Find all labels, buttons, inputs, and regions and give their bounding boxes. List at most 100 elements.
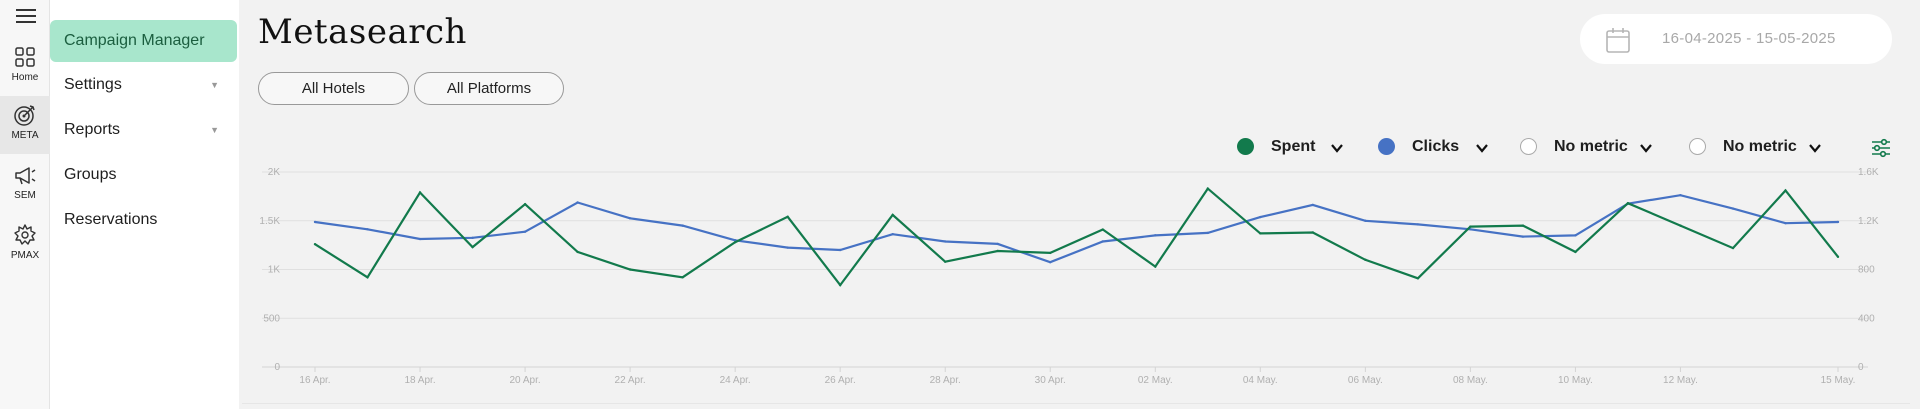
data-point-clicks [628, 217, 632, 220]
x-tick-label: 20 Apr. [509, 375, 540, 386]
y-right-tick-label: 400 [1858, 313, 1875, 324]
data-point-clicks [1311, 203, 1315, 207]
x-tick-label: 12 May. [1663, 375, 1698, 386]
data-point-clicks [576, 201, 579, 204]
x-tick-label: 24 Apr. [720, 375, 751, 386]
data-point-clicks [1836, 220, 1840, 224]
date-range-picker[interactable]: 16-04-2025 - 15-05-2025 [1580, 14, 1892, 64]
data-point-spent [1101, 228, 1104, 231]
data-point-spent [418, 191, 422, 194]
data-point-clicks [366, 228, 369, 231]
data-point-clicks [1574, 234, 1577, 237]
data-point-spent [1416, 277, 1420, 280]
rail-label-sem: SEM [14, 190, 36, 201]
chevron-down-icon [1640, 144, 1652, 153]
target-icon [14, 105, 35, 126]
sidebar-item-settings[interactable]: Settings ▼ [50, 64, 237, 106]
rail-item-home[interactable]: Home [0, 38, 50, 96]
caret-down-icon: ▼ [210, 125, 219, 135]
y-left-tick-label: 500 [263, 313, 280, 324]
data-point-clicks [1521, 235, 1525, 238]
data-point-spent [523, 202, 527, 206]
data-point-spent [1679, 224, 1682, 227]
data-point-clicks [1206, 231, 1209, 235]
series-line-clicks [314, 194, 1839, 264]
chevron-down-icon [1809, 144, 1821, 153]
metric-selector-clicks[interactable]: Clicks [1378, 136, 1518, 158]
data-point-spent [1626, 202, 1630, 205]
pmax-icon [14, 224, 36, 245]
y-right-tick-label: 1.2K [1858, 216, 1879, 227]
grid-icon [15, 47, 35, 67]
data-point-spent [1731, 246, 1735, 250]
data-point-clicks [313, 220, 317, 224]
data-point-spent [1154, 265, 1157, 268]
metric-selector-spent[interactable]: Spent [1237, 136, 1377, 158]
metric-selector-empty-2[interactable]: No metric [1689, 136, 1839, 158]
sidebar-item-reservations[interactable]: Reservations [50, 199, 237, 241]
data-point-spent [471, 245, 474, 249]
data-point-spent [733, 241, 737, 244]
y-right-tick-label: 1.6K [1858, 167, 1879, 178]
x-tick-label: 08 May. [1453, 375, 1488, 386]
data-point-spent [891, 213, 894, 217]
data-point-clicks [1784, 221, 1787, 225]
metric-label: Spent [1271, 138, 1316, 155]
sidebar-item-groups[interactable]: Groups [50, 154, 237, 196]
x-tick-label: 16 Apr. [299, 375, 330, 386]
data-point-clicks [996, 242, 999, 246]
data-point-spent [1574, 250, 1577, 254]
rail-label-pmax: PMAX [10, 250, 40, 261]
hamburger-menu-icon[interactable] [16, 6, 36, 26]
date-range-text: 16-04-2025 - 15-05-2025 [1662, 30, 1836, 47]
data-point-clicks [786, 246, 789, 249]
chart-area [242, 118, 1910, 404]
x-tick-label: 22 Apr. [615, 375, 646, 386]
empty-radio-icon [1689, 138, 1706, 155]
data-point-clicks [1154, 234, 1157, 237]
caret-down-icon: ▼ [210, 80, 219, 90]
data-point-clicks [1364, 219, 1367, 222]
calendar-icon [1606, 28, 1630, 53]
sidebar-item-reports[interactable]: Reports ▼ [50, 109, 237, 151]
data-point-clicks [418, 237, 422, 241]
data-point-clicks [1259, 215, 1262, 219]
data-point-clicks [1731, 207, 1735, 210]
data-point-clicks [1679, 193, 1682, 197]
data-point-spent [1206, 187, 1209, 190]
main-content: Metasearch All Hotels All Platforms 16-0… [240, 0, 1920, 409]
rail-item-meta[interactable]: META [0, 96, 50, 154]
rail-item-sem[interactable]: SEM [0, 156, 50, 214]
y-left-tick-label: 1K [268, 265, 281, 276]
rail-label-meta: META [11, 130, 39, 141]
sliders-settings-icon[interactable] [1870, 138, 1892, 158]
clicks-color-dot [1378, 138, 1395, 155]
metric-label: No metric [1723, 138, 1797, 155]
page-title: Metasearch [258, 12, 467, 52]
x-tick-label: 10 May. [1558, 375, 1593, 386]
data-point-clicks [681, 224, 684, 227]
rail-item-pmax[interactable]: PMAX [0, 216, 50, 274]
all-hotels-button[interactable]: All Hotels [258, 72, 409, 105]
x-tick-label: 28 Apr. [930, 375, 961, 386]
sidebar-item-label: Reports [64, 121, 121, 138]
spent-color-dot [1237, 138, 1254, 155]
data-point-clicks [1101, 240, 1104, 243]
sidebar-item-campaign-manager[interactable]: Campaign Manager [50, 20, 237, 62]
data-point-spent [1311, 231, 1315, 234]
all-platforms-button[interactable]: All Platforms [414, 72, 564, 105]
metric-label: No metric [1554, 138, 1628, 155]
data-point-spent [681, 276, 684, 279]
metric-selector-empty-1[interactable]: No metric [1520, 136, 1670, 158]
x-tick-label: 15 May. [1821, 375, 1856, 386]
data-point-clicks [1049, 260, 1052, 264]
series-line-spent [314, 186, 1839, 287]
icon-rail: Home META SEM PMAX [0, 0, 50, 409]
x-tick-label: 04 May. [1243, 375, 1278, 386]
y-left-tick-label: 0 [274, 362, 280, 373]
data-point-spent [1469, 225, 1472, 228]
data-point-clicks [891, 232, 894, 236]
x-tick-label: 30 Apr. [1035, 375, 1066, 386]
rail-label-home: Home [11, 72, 39, 83]
